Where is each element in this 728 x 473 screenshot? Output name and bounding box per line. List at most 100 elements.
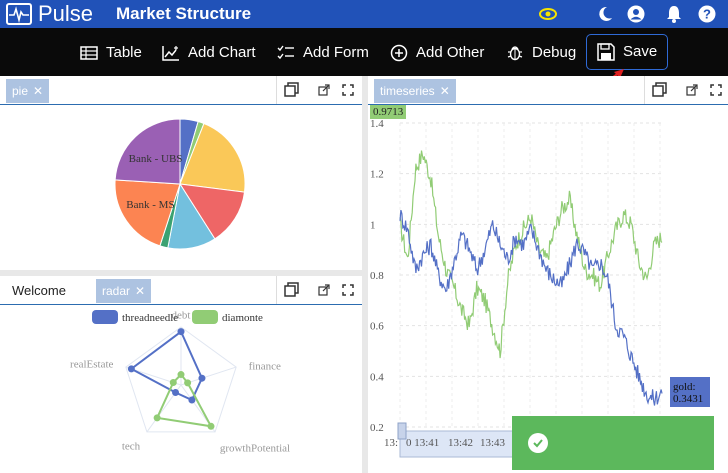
ts-ytick-label: 1.2 [370, 169, 384, 181]
save-label: Save [623, 43, 658, 60]
app-header: Pulse Market Structure ? [0, 0, 728, 28]
radar-panel-tabbar: Welcome radar ✕ [0, 276, 362, 305]
ts-ytick-label: 0.6 [370, 321, 384, 333]
legend-label: threadneedle [122, 312, 178, 324]
radar-indicator-label: realEstate [70, 359, 113, 371]
add-chart-label: Add Chart [188, 44, 256, 61]
radar-point [198, 374, 206, 382]
popout-button[interactable] [680, 76, 704, 104]
popout-button[interactable] [312, 76, 336, 104]
ts-series-line [399, 209, 663, 406]
ts-datazoom-handle [397, 422, 407, 440]
window-copy-icon [284, 82, 299, 97]
radar-point [207, 422, 215, 430]
save-button[interactable]: Save [586, 34, 669, 70]
ts-ytick-label: 0.8 [370, 270, 384, 282]
column-splitter[interactable] [362, 76, 368, 473]
radar-point [127, 365, 135, 373]
debug-label: Debug [532, 44, 577, 61]
radar-indicator-label: finance [249, 361, 281, 373]
ts-xtick-label: 0 13:41 [406, 437, 439, 449]
pie-slice [114, 118, 181, 185]
row-splitter[interactable] [0, 270, 362, 276]
ts-series-line [399, 150, 663, 359]
tab-welcome[interactable]: Welcome [12, 283, 66, 298]
radar-indicator-label: tech [122, 441, 141, 453]
brand-name: Pulse [38, 1, 94, 26]
close-icon[interactable]: ✕ [33, 84, 44, 98]
radar-point [172, 389, 180, 397]
close-icon[interactable]: ✕ [135, 284, 146, 298]
legend-label: diamonte [222, 312, 263, 324]
ts-top-value-box [370, 105, 406, 119]
radar-indicator-label: growthPotential [220, 443, 290, 455]
tab-radar-label: radar [102, 284, 131, 298]
radar-point [153, 414, 161, 422]
stack-panel-button[interactable] [276, 76, 307, 104]
ts-ytick-label: 0.2 [370, 422, 384, 434]
add-chart-button[interactable]: Add Chart [162, 38, 256, 68]
ts-end-label-box [670, 377, 710, 407]
success-toast[interactable] [512, 416, 714, 470]
ts-ytick-label: 1 [370, 219, 376, 231]
maximize-button[interactable] [336, 276, 360, 304]
radar-point [169, 378, 177, 386]
close-icon[interactable]: ✕ [439, 84, 450, 98]
external-link-icon [318, 84, 330, 96]
radar-point [177, 328, 185, 336]
pie-slice-label: Bank - UBS [129, 153, 183, 165]
help-icon[interactable]: ? [697, 4, 717, 24]
add-form-button[interactable]: Add Form [277, 38, 369, 68]
ts-ytick-label: 1.4 [370, 118, 384, 130]
pie-slice [114, 179, 181, 247]
tab-timeseries-label: timeseries [380, 84, 435, 98]
tab-pie-label: pie [12, 84, 29, 98]
add-other-button[interactable]: Add Other [390, 38, 484, 68]
add-form-icon [277, 45, 294, 60]
page-title: Market Structure [116, 4, 252, 23]
pie-slice-label: Bank - MS [126, 199, 174, 211]
legend-swatch [192, 310, 218, 324]
table-label: Table [106, 44, 142, 61]
radar-point [188, 396, 196, 404]
external-link-icon [686, 84, 698, 96]
maximize-icon [710, 84, 722, 96]
bell-icon[interactable] [664, 4, 684, 24]
maximize-button[interactable] [704, 76, 728, 104]
stack-panel-button[interactable] [644, 76, 675, 104]
eye-icon[interactable] [538, 4, 558, 24]
external-link-icon [318, 284, 330, 296]
debug-button[interactable]: Debug [506, 38, 576, 68]
add-chart-icon [162, 46, 179, 61]
stack-panel-button[interactable] [276, 276, 307, 304]
toolbar: Table Add Chart Add Form Add Other Debug… [0, 28, 728, 76]
add-form-label: Add Form [303, 44, 369, 61]
tab-timeseries[interactable]: timeseries ✕ [374, 79, 456, 103]
pulse-logo-icon [6, 3, 32, 25]
user-icon[interactable] [626, 4, 646, 24]
ts-xtick-label: 13: [384, 437, 398, 449]
pie-slice [179, 183, 246, 240]
ts-xtick-label: 13:42 [448, 437, 473, 449]
ts-end-label-value: 0.3431 [673, 393, 703, 405]
ts-top-value: 0.9713 [373, 106, 404, 118]
bug-icon [507, 46, 523, 61]
radar-point [177, 371, 185, 379]
plus-circle-icon [390, 44, 408, 62]
moon-icon[interactable] [595, 4, 615, 24]
ts-ytick-label: 0.4 [370, 371, 384, 383]
add-other-label: Add Other [416, 44, 485, 61]
save-icon [597, 43, 615, 61]
timeseries-panel-tabbar: timeseries ✕ [368, 76, 728, 105]
table-button[interactable]: Table [80, 38, 142, 68]
maximize-icon [342, 284, 354, 296]
radar-chart: debt finance growthPotential tech realEstate… [70, 309, 290, 455]
maximize-button[interactable] [336, 76, 360, 104]
maximize-icon [342, 84, 354, 96]
popout-button[interactable] [312, 276, 336, 304]
window-copy-icon [652, 82, 667, 97]
tab-radar[interactable]: radar ✕ [96, 279, 152, 303]
pie-chart: Bank - MS Bank - UBS [114, 118, 246, 250]
tab-pie[interactable]: pie ✕ [6, 79, 50, 103]
pie-slice [179, 122, 246, 193]
